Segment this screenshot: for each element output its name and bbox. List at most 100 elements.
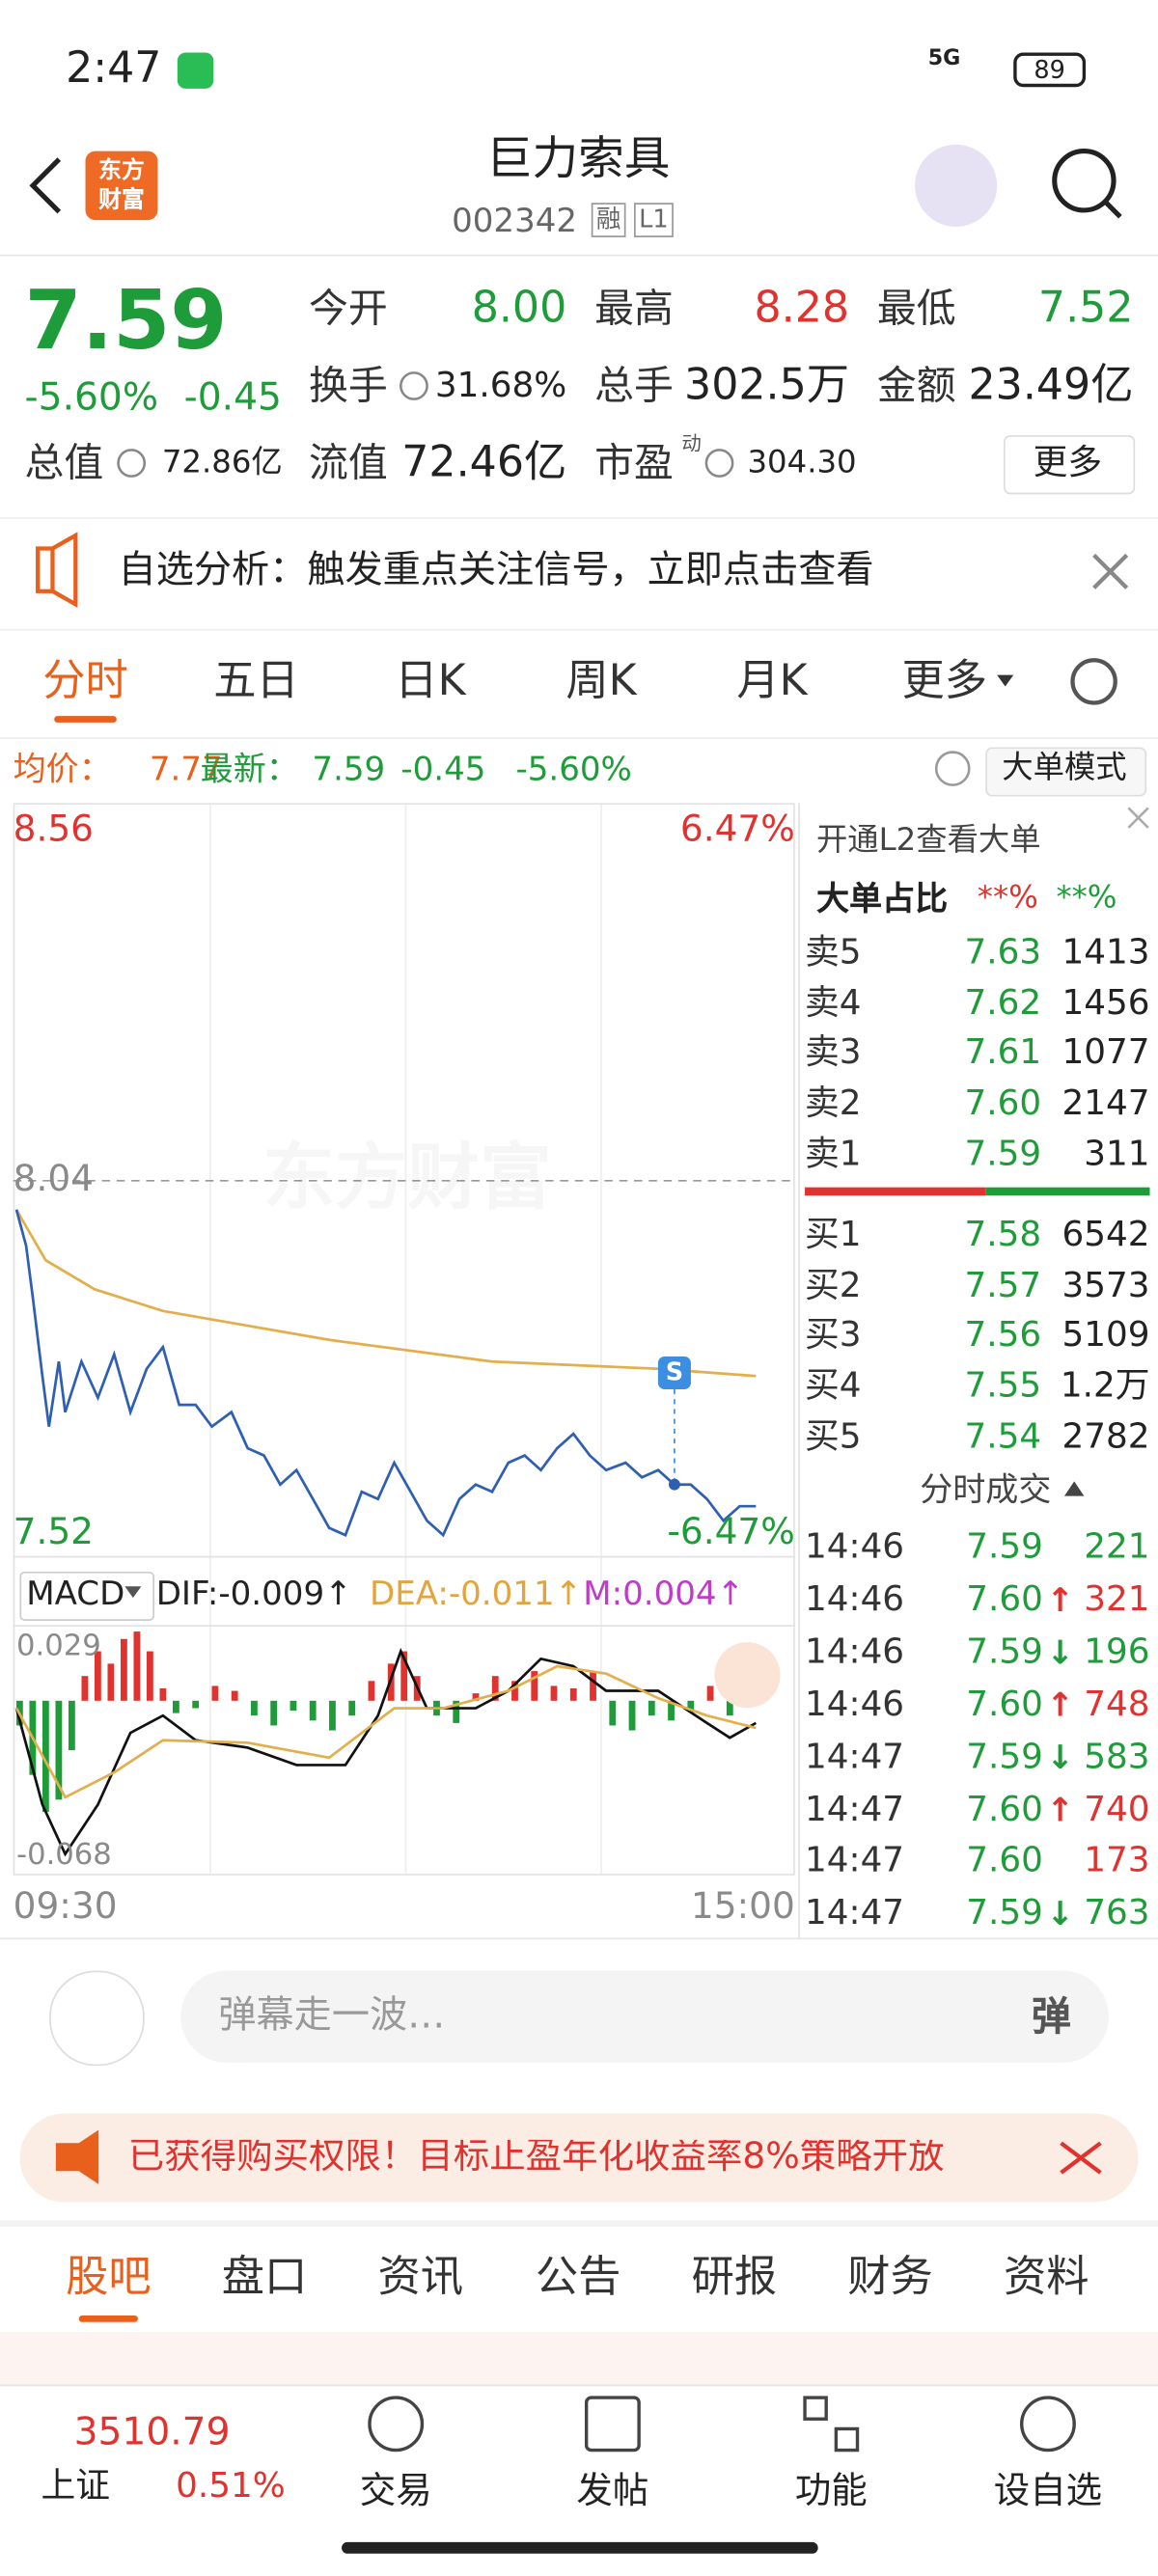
- divider: [0, 254, 1158, 257]
- trade-arrow: ↓: [1046, 1894, 1074, 1933]
- settings-icon[interactable]: [1070, 658, 1117, 705]
- nav-item[interactable]: 设自选: [993, 2471, 1103, 2513]
- macd-bar: [400, 1651, 408, 1701]
- dif-line: [14, 1647, 757, 1857]
- function-icon[interactable]: [803, 2396, 828, 2421]
- field-label: 总手: [594, 363, 674, 409]
- logo-text: 财富: [98, 187, 145, 214]
- field-label: 金额: [876, 363, 956, 409]
- app-logo: [85, 151, 158, 221]
- level-label: 卖4: [805, 982, 862, 1023]
- content-tab[interactable]: 财务: [847, 2253, 933, 2303]
- trade-price: 7.59: [966, 1893, 1043, 1933]
- search-icon[interactable]: [1052, 149, 1117, 213]
- content-tab[interactable]: 资料: [1003, 2253, 1089, 2303]
- speaker-icon: [36, 546, 55, 593]
- assistant-avatar[interactable]: [915, 144, 998, 227]
- comment-placeholder[interactable]: 弹幕走一波…: [218, 1994, 446, 2038]
- ratio-bar: [805, 1187, 986, 1196]
- field-label: 今开: [309, 286, 388, 332]
- index-value[interactable]: 3510.79: [73, 2411, 231, 2454]
- close-icon[interactable]: [1060, 2141, 1102, 2175]
- divider: [798, 803, 800, 1940]
- level-label: 卖5: [805, 931, 862, 972]
- trade-price: 7.59: [966, 1631, 1043, 1671]
- content-tab[interactable]: 盘口: [221, 2253, 308, 2303]
- y-tick-label: 7.52: [13, 1512, 94, 1554]
- promo-banner[interactable]: [19, 2113, 1139, 2203]
- macd-bar: [609, 1700, 617, 1726]
- chart-tab[interactable]: 分时: [42, 656, 128, 706]
- logo-text: 东方: [98, 157, 145, 184]
- field-label: 最低: [876, 286, 956, 332]
- more-button-text[interactable]: 更多: [1033, 442, 1103, 482]
- post-icon[interactable]: [584, 2396, 641, 2453]
- back-icon[interactable]: [29, 157, 62, 214]
- close-icon[interactable]: [1127, 807, 1149, 829]
- macd-bar: [211, 1685, 219, 1701]
- macd-bar: [147, 1651, 153, 1701]
- l2-link[interactable]: 开通L2查看大单: [815, 821, 1041, 859]
- price-line: [14, 1209, 757, 1538]
- content-tab[interactable]: 研报: [691, 2253, 778, 2303]
- trade-time: 14:47: [805, 1893, 905, 1933]
- mode-button-text[interactable]: 大单模式: [1002, 750, 1127, 786]
- trade-price: 7.60: [966, 1578, 1043, 1619]
- nav-item[interactable]: 发帖: [576, 2471, 649, 2513]
- mode-button[interactable]: [985, 747, 1147, 797]
- chart-tab[interactable]: 月K: [736, 656, 808, 706]
- macd-bar: [192, 1700, 200, 1709]
- comment-input[interactable]: [180, 1970, 1109, 2063]
- field-label: 流值: [309, 440, 388, 486]
- level-label: 卖2: [805, 1082, 862, 1123]
- content-tab[interactable]: 资讯: [377, 2253, 464, 2303]
- info-icon: [117, 449, 147, 478]
- content-tab[interactable]: 公告: [535, 2253, 621, 2303]
- trade-price: 7.60: [966, 1684, 1043, 1723]
- more-button[interactable]: [1004, 435, 1136, 495]
- dropdown-arrow: [997, 674, 1014, 687]
- chart-tab[interactable]: 日K: [395, 656, 466, 706]
- trade-icon[interactable]: [368, 2396, 425, 2453]
- summary-avg-label: 均价：: [13, 749, 112, 789]
- level-volume: 5109: [1062, 1315, 1150, 1356]
- danmaku-button[interactable]: 弹: [1031, 1993, 1071, 2041]
- nav-item[interactable]: 功能: [794, 2471, 868, 2513]
- promo-text[interactable]: 已获得购买权限！目标止盈年化收益率8%策略开放: [127, 2139, 945, 2177]
- help-icon[interactable]: [934, 751, 971, 786]
- watchlist-icon[interactable]: [1020, 2396, 1076, 2453]
- pct-label: 6.47%: [679, 809, 795, 851]
- indicator-name[interactable]: MACD: [26, 1573, 125, 1613]
- field-value: 8.28: [754, 284, 850, 334]
- macd-bar: [251, 1700, 258, 1716]
- level-price: 7.57: [964, 1264, 1042, 1304]
- level-volume: 1077: [1062, 1032, 1150, 1073]
- level-price: 7.56: [964, 1315, 1042, 1356]
- chart-tab[interactable]: 更多: [901, 656, 987, 706]
- notice-row[interactable]: [0, 517, 1158, 631]
- notice-text[interactable]: 自选分析：触发重点关注信号，立即点击查看: [118, 549, 874, 592]
- ratio-label: 大单占比: [815, 878, 949, 918]
- summary-change: -0.45: [400, 749, 486, 789]
- close-icon[interactable]: [1092, 553, 1129, 589]
- tag: 融: [591, 203, 626, 237]
- moon-icon: [868, 52, 909, 86]
- macd-selector[interactable]: [19, 1571, 155, 1622]
- field-value: 302.5万: [684, 361, 850, 411]
- macd-bar: [159, 1688, 167, 1701]
- content-tab[interactable]: 股吧: [66, 2253, 152, 2303]
- comment-icon[interactable]: [49, 1970, 145, 2067]
- chart-tab[interactable]: 五日: [213, 656, 299, 706]
- trade-price: 7.60: [966, 1840, 1043, 1880]
- macd-bar: [648, 1700, 655, 1716]
- avg-line: [14, 1209, 757, 1378]
- price: 7.59: [24, 272, 228, 369]
- nav-item[interactable]: 交易: [359, 2471, 432, 2513]
- chart-tab[interactable]: 周K: [565, 656, 637, 706]
- summary-avg: 7.77: [149, 749, 223, 789]
- field-value: 72.46亿: [401, 438, 567, 488]
- macd-bar: [453, 1700, 460, 1723]
- macd-bar: [107, 1663, 115, 1701]
- macd-bar: [569, 1688, 577, 1701]
- content-peek: [0, 2332, 1158, 2385]
